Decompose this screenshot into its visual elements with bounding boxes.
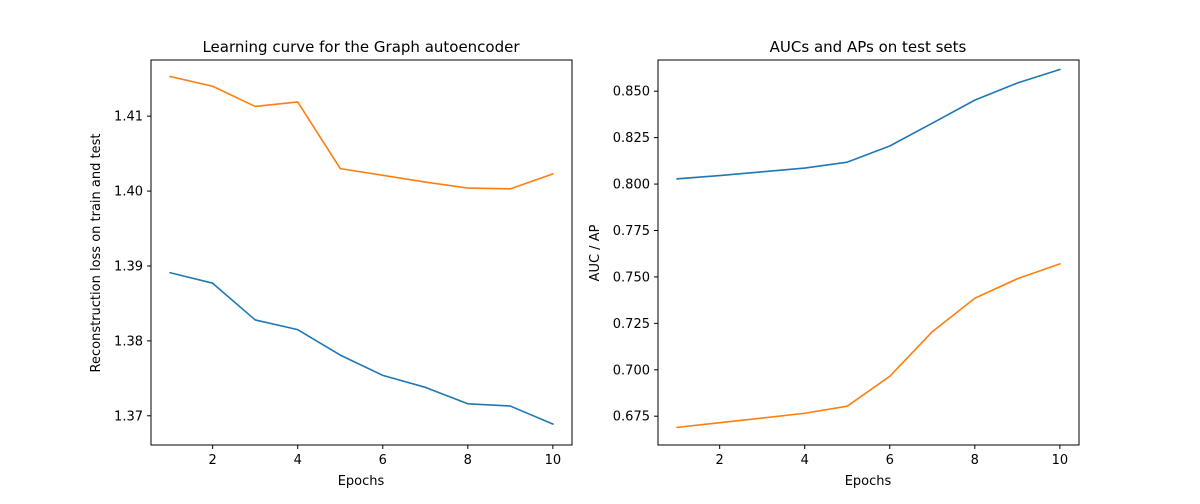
series-lines <box>676 68 1061 429</box>
y-tick-label: 0.675 <box>613 410 650 425</box>
y-axis-label: Reconstruction loss on train and test <box>89 134 104 373</box>
x-tick-label: 8 <box>971 453 979 468</box>
y-tick-label: 0.700 <box>613 363 650 378</box>
y-tick-label: 1.40 <box>114 185 143 200</box>
y-tick-label: 0.725 <box>613 317 650 332</box>
x-axis-label: Epochs <box>338 474 385 489</box>
plot-frame <box>150 59 573 446</box>
x-tick-label: 4 <box>801 453 809 468</box>
y-tick-label: 0.775 <box>613 224 650 239</box>
chart-title: Learning curve for the Graph autoencoder <box>202 38 520 56</box>
x-tick-label: 4 <box>294 453 302 468</box>
x-axis-label: Epochs <box>845 474 892 489</box>
x-tick-label: 6 <box>379 453 387 468</box>
y-axis-label: AUC / AP <box>588 224 603 281</box>
y-tick-label: 1.39 <box>114 259 143 274</box>
y-tick-label: 0.825 <box>613 131 650 146</box>
plot-frame <box>657 59 1080 446</box>
y-tick-label: 0.800 <box>613 178 650 193</box>
chart-title: AUCs and APs on test sets <box>770 38 967 56</box>
y-tick-label: 1.37 <box>114 409 143 424</box>
x-tick-label: 6 <box>886 453 894 468</box>
x-tick-label: 8 <box>464 453 472 468</box>
x-tick-label: 2 <box>716 453 724 468</box>
series-line-0 <box>169 271 554 426</box>
y-tick-label: 0.850 <box>613 85 650 100</box>
y-tick-label: 1.38 <box>114 334 143 349</box>
axis-ticks: 2 4 6 8 10 0.675 0.700 0.725 0.750 0.775 0.800 0.82… <box>613 85 1068 468</box>
x-tick-label: 2 <box>209 453 217 468</box>
series-line-1 <box>169 75 554 190</box>
y-tick-label: 0.750 <box>613 270 650 285</box>
loss-subplot: Learning curve for the Graph autoencoder… <box>89 38 573 489</box>
x-tick-label: 10 <box>1052 453 1069 468</box>
series-lines <box>169 75 554 426</box>
auc-subplot: AUCs and APs on test sets Epochs AUC / A… <box>588 38 1080 489</box>
series-line-0 <box>676 68 1061 180</box>
series-line-1 <box>676 262 1061 429</box>
x-tick-label: 10 <box>545 453 562 468</box>
axis-ticks: 2 4 6 8 10 1.37 1.38 1.39 1.40 1.41 <box>114 110 561 468</box>
y-tick-label: 1.41 <box>114 110 143 125</box>
